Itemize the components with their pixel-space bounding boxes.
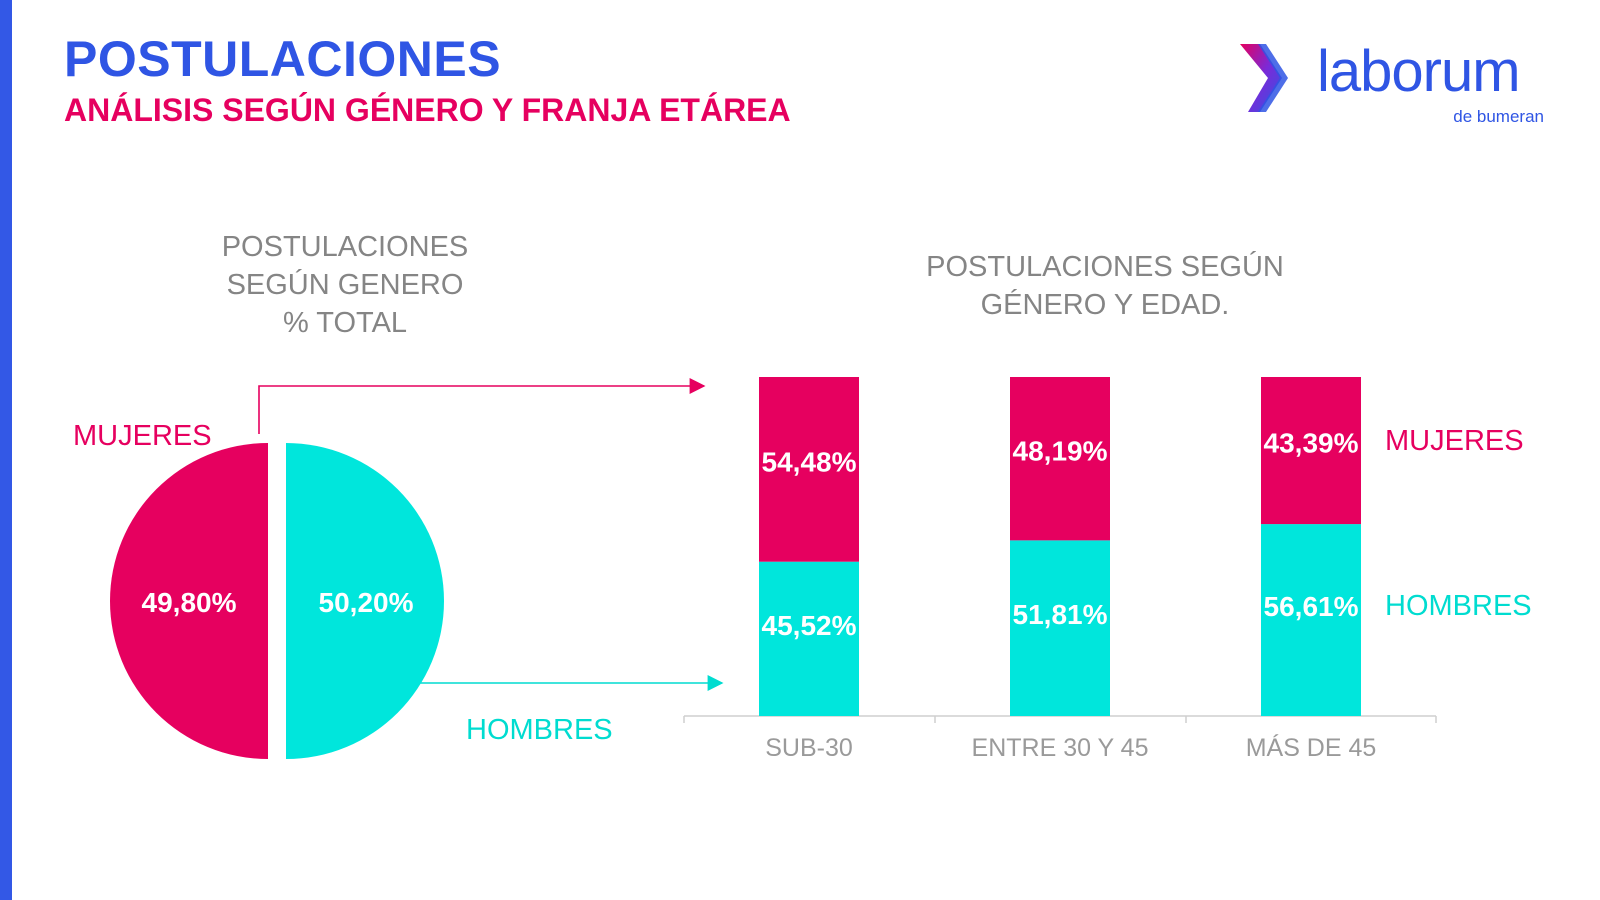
- pie-slice-hombres: [286, 443, 444, 759]
- bar-label-mujeres-2: 43,39%: [1264, 428, 1359, 459]
- bar-mujeres-2: [1261, 377, 1361, 525]
- left-accent-bar: [0, 0, 12, 900]
- pie-label-mujeres: 49,80%: [142, 587, 237, 618]
- bar-label-hombres-0: 45,52%: [762, 610, 857, 641]
- bar-label-mujeres-1: 48,19%: [1013, 436, 1108, 467]
- bar-label-hombres-2: 56,61%: [1264, 591, 1359, 622]
- pie-label-hombres: 50,20%: [319, 587, 414, 618]
- bar-label-hombres-1: 51,81%: [1013, 599, 1108, 630]
- logo-tagline: de bumeran: [1453, 107, 1544, 126]
- bar-category-label-2: MÁS DE 45: [1246, 733, 1377, 762]
- bar-legend-mujeres: MUJERES: [1385, 425, 1524, 457]
- page-title: POSTULACIONES: [64, 31, 502, 87]
- pie-legend-hombres: HOMBRES: [466, 714, 613, 746]
- bar-mujeres-1: [1010, 377, 1110, 541]
- bar-category-label-0: SUB-30: [765, 734, 853, 762]
- bar-label-mujeres-0: 54,48%: [762, 446, 857, 477]
- bar-legend-hombres: HOMBRES: [1385, 590, 1532, 622]
- bar-mujeres-0: [759, 377, 859, 562]
- bar-hombres-2: [1261, 524, 1361, 716]
- pie-legend-mujeres: MUJERES: [73, 420, 212, 452]
- laborum-logo: laborum de bumeran: [1240, 39, 1552, 134]
- logo-chevron-icon: [1240, 44, 1288, 112]
- page-subtitle: ANÁLISIS SEGÚN GÉNERO Y FRANJA ETÁREA: [64, 92, 791, 128]
- pie-slice-mujeres: [110, 443, 268, 759]
- connector-arrow-mujeres: [258, 378, 706, 434]
- bar-category-label-1: ENTRE 30 Y 45: [972, 734, 1149, 762]
- logo-wordmark: laborum: [1317, 39, 1521, 104]
- bar-hombres-0: [759, 561, 859, 716]
- pie-chart-title: POSTULACIONES SEGÚN GENERO % TOTAL: [221, 231, 469, 339]
- bar-hombres-1: [1010, 540, 1110, 716]
- bar-chart-title: POSTULACIONES SEGÚN GÉNERO Y EDAD.: [926, 251, 1284, 321]
